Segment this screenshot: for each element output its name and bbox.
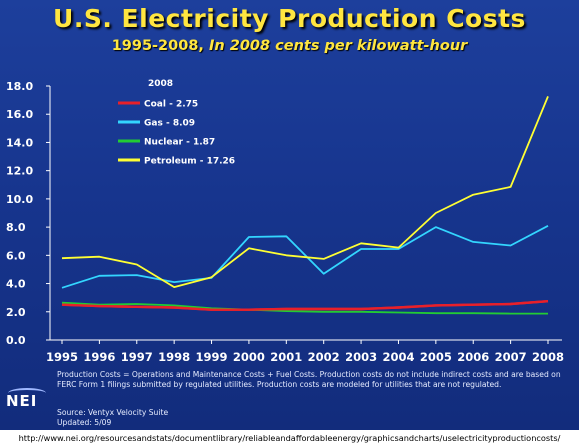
y-tick-label: 14.0 <box>6 136 33 149</box>
x-tick-label: 2003 <box>345 350 377 364</box>
x-tick-label: 2005 <box>420 350 452 364</box>
series-line <box>61 225 549 289</box>
nei-logo-swoosh <box>8 388 46 398</box>
chart-slide: U.S. Electricity Production Costs 1995-2… <box>0 0 579 430</box>
chart-source: Source: Ventyx Velocity Suite Updated: 5… <box>57 408 168 427</box>
chart-subtitle: 1995-2008, In 2008 cents per kilowatt-ho… <box>0 38 579 54</box>
x-tick-label: 2002 <box>308 350 340 364</box>
y-tick-label: 8.0 <box>6 221 26 234</box>
nei-logo: NEI <box>6 392 38 410</box>
y-tick-label: 12.0 <box>6 165 33 178</box>
x-tick-label: 2000 <box>233 350 265 364</box>
y-tick-label: 6.0 <box>6 249 26 262</box>
updated-line: Updated: 5/09 <box>57 417 112 427</box>
x-tick-label: 2008 <box>532 350 564 364</box>
x-tick-label: 1998 <box>158 350 190 364</box>
legend-title: 2008 <box>148 79 173 89</box>
y-tick-label: 0.0 <box>6 334 26 347</box>
series-line-overlay <box>61 300 549 311</box>
y-tick-label: 10.0 <box>6 193 33 206</box>
series-line <box>61 96 549 289</box>
x-tick-label: 2001 <box>270 350 302 364</box>
chart-title: U.S. Electricity Production Costs <box>53 4 526 33</box>
subtitle-units: In 2008 cents per kilowatt-hour <box>208 38 468 54</box>
y-tick-label: 4.0 <box>6 278 26 291</box>
x-tick-label: 1999 <box>196 350 228 364</box>
x-tick-label: 2006 <box>457 350 489 364</box>
y-tick-label: 2.0 <box>6 306 26 319</box>
legend-label: Gas - 8.09 <box>144 119 195 129</box>
legend-label: Petroleum - 17.26 <box>144 157 235 167</box>
source-url[interactable]: http://www.nei.org/resourcesandstats/doc… <box>0 431 579 446</box>
legend-label: Nuclear - 1.87 <box>144 138 215 148</box>
x-tick-label: 1997 <box>121 350 153 364</box>
source-line: Source: Ventyx Velocity Suite <box>57 408 169 417</box>
x-tick-label: 2004 <box>382 350 414 364</box>
y-tick-label: 16.0 <box>6 108 33 121</box>
y-tick-label: 18.0 <box>6 80 33 93</box>
line-chart: 0.0 2.0 4.0 6.0 8.0 10.0 12.0 14.0 16.0 18.0 1995 1… <box>6 79 564 364</box>
chart-notes: Production Costs = Operations and Mainte… <box>57 370 561 389</box>
series-line <box>61 301 548 315</box>
x-tick-label: 1995 <box>46 350 78 364</box>
legend-label: Coal - 2.75 <box>144 100 198 110</box>
x-tick-label: 2007 <box>495 350 527 364</box>
subtitle-years: 1995-2008, <box>111 38 209 54</box>
x-tick-label: 1996 <box>83 350 115 364</box>
